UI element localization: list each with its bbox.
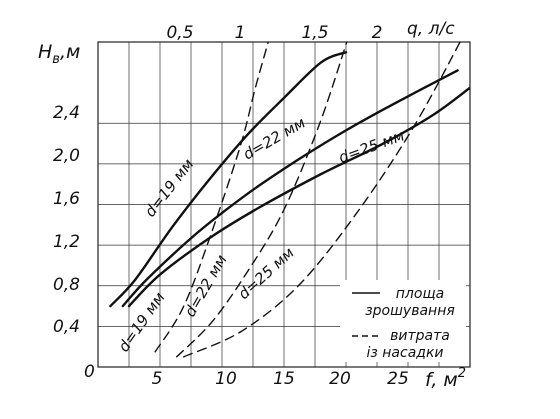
y-tick-labels: 0,4 0,8 1,2 1,6 2,0 2,4 — [53, 103, 80, 337]
y-tick-label: 0,8 — [53, 275, 80, 295]
y-axis-title: Hв,м — [38, 41, 80, 67]
y-tick-label: 0,4 — [53, 317, 80, 337]
area-curve-label: d=25 мм — [336, 126, 407, 166]
legend-solid-label-line-2: зрошування — [365, 303, 455, 319]
y-tick-label: 1,2 — [53, 232, 80, 252]
x2-tick-labels: 0,5 1 1,5 2 — [166, 23, 382, 43]
series-layer — [109, 42, 470, 358]
y-tick-label: 2,4 — [53, 103, 80, 123]
area-curve-25 — [127, 86, 470, 308]
x2-tick-label: 0,5 — [166, 23, 193, 43]
flow-curve-22 — [176, 42, 348, 358]
x-tick-label: 15 — [273, 369, 295, 389]
origin-label: 0 — [84, 362, 95, 382]
x-tick-label: 5 — [152, 369, 163, 389]
flow-curve-label: d=19 мм — [115, 289, 169, 356]
x-tick-label: 25 — [387, 369, 409, 389]
flow-curve-label: d=25 мм — [235, 244, 298, 303]
area-curve-label: d=19 мм — [141, 155, 197, 220]
y-tick-label: 1,6 — [53, 189, 80, 209]
flow-curve-19 — [154, 42, 269, 353]
area-curve-22 — [121, 69, 459, 308]
x-tick-label: 20 — [329, 369, 351, 389]
x2-tick-label: 1 — [235, 23, 246, 43]
plot-grid — [97, 41, 471, 368]
legend: площа зрошування витрата із насадки — [340, 280, 466, 362]
flow-curve-25 — [183, 42, 461, 358]
x2-axis-title: q, л/с — [407, 19, 455, 39]
x-tick-labels: 5 10 15 20 25 — [152, 369, 409, 389]
y-tick-label: 2,0 — [53, 146, 80, 166]
x2-tick-label: 2 — [372, 23, 383, 43]
x2-tick-label: 1,5 — [301, 23, 328, 43]
legend-solid-label-line-1: площа — [396, 286, 444, 302]
area-curve-label: d=22 мм — [240, 114, 308, 164]
area-curve-19 — [109, 51, 348, 308]
x-axis-title: f, м2 — [425, 366, 466, 391]
legend-dashed-label-line-1: витрата — [390, 328, 450, 344]
legend-dashed-label-line-2: із насадки — [366, 345, 443, 361]
x-tick-label: 10 — [215, 369, 237, 389]
